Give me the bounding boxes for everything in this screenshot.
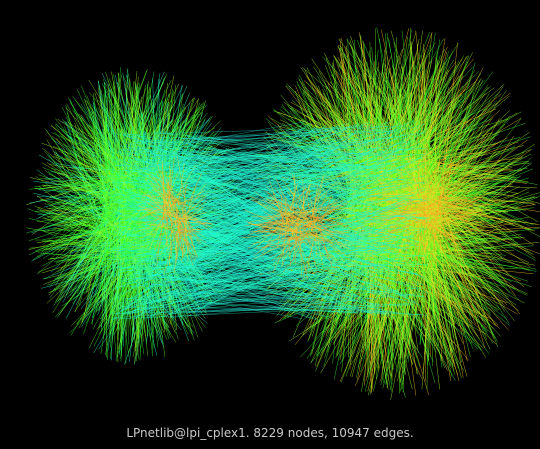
edge-layer [26, 27, 540, 400]
graph-caption: LPnetlib@lpi_cplex1. 8229 nodes, 10947 e… [126, 426, 414, 440]
graph-visualization [26, 27, 540, 400]
